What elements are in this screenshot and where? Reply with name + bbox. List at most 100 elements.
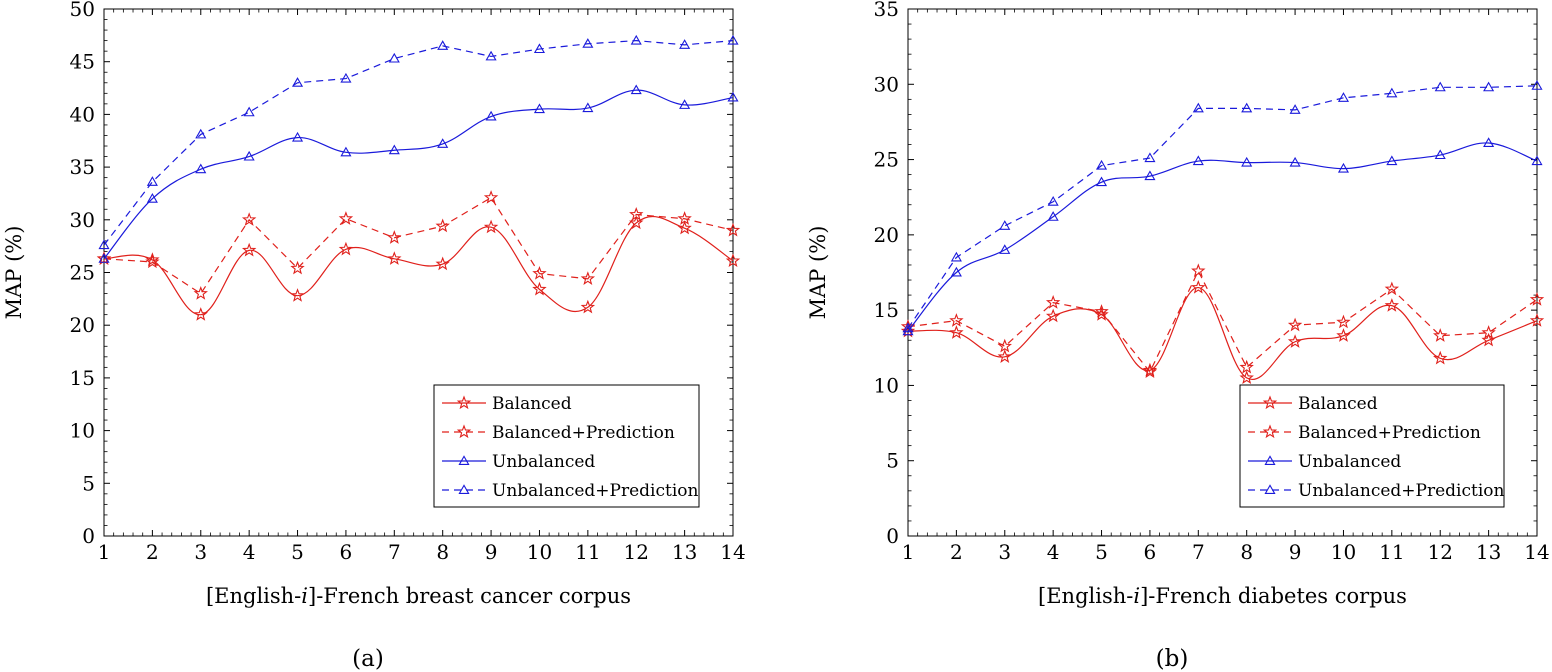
data-point-marker bbox=[290, 288, 305, 302]
legend-label: Unbalanced+Prediction bbox=[1298, 481, 1504, 501]
data-point-marker bbox=[949, 313, 964, 327]
x-tick-label: 10 bbox=[1331, 540, 1356, 564]
data-point-marker bbox=[582, 102, 594, 113]
y-tick-label: 20 bbox=[874, 223, 899, 247]
x-tick-label: 6 bbox=[340, 540, 353, 564]
data-point-marker bbox=[1241, 102, 1253, 113]
data-point-marker bbox=[435, 218, 450, 233]
legend-marker bbox=[456, 395, 472, 410]
data-point-marker bbox=[725, 222, 741, 237]
data-point-marker bbox=[533, 43, 546, 54]
data-point-marker bbox=[999, 244, 1011, 254]
legend-label: Unbalanced+Prediction bbox=[492, 481, 698, 501]
data-point-marker bbox=[387, 251, 402, 265]
x-tick-label: 14 bbox=[1524, 540, 1549, 564]
legend-box bbox=[433, 384, 700, 508]
data-point-marker bbox=[902, 322, 914, 333]
plot-frame bbox=[907, 8, 1538, 537]
data-point-marker bbox=[997, 338, 1012, 353]
data-point-marker bbox=[1289, 156, 1301, 167]
data-point-marker bbox=[1095, 159, 1108, 170]
series-line bbox=[907, 85, 1538, 329]
data-point-marker bbox=[1529, 292, 1545, 306]
y-tick-label: 30 bbox=[874, 72, 899, 96]
data-point-marker bbox=[1094, 307, 1109, 321]
y-tick-label: 10 bbox=[874, 373, 899, 397]
y-tick-label: 15 bbox=[874, 298, 899, 322]
data-point-marker bbox=[1287, 317, 1303, 332]
data-point-marker bbox=[1144, 170, 1156, 181]
legend-label: Unbalanced bbox=[1298, 452, 1401, 472]
data-point-marker bbox=[1336, 314, 1351, 329]
data-point-marker bbox=[630, 84, 642, 95]
data-point-marker bbox=[582, 38, 594, 48]
series-line bbox=[907, 142, 1538, 332]
data-point-marker bbox=[146, 176, 158, 186]
data-point-marker bbox=[1433, 328, 1448, 342]
data-point-marker bbox=[1384, 281, 1400, 296]
y-tick-label: 0 bbox=[82, 524, 95, 548]
x-tick-label: 6 bbox=[1144, 540, 1157, 564]
x-tick-label: 2 bbox=[950, 540, 963, 564]
x-tick-label: 8 bbox=[436, 540, 449, 564]
legend-marker bbox=[458, 455, 470, 466]
x-tick-label: 10 bbox=[527, 540, 552, 564]
data-point-marker bbox=[1386, 87, 1398, 98]
data-point-marker bbox=[195, 163, 207, 174]
data-point-marker bbox=[1386, 155, 1398, 166]
x-tick-label: 13 bbox=[672, 540, 697, 564]
data-point-marker bbox=[727, 91, 739, 102]
data-point-marker bbox=[679, 99, 691, 109]
data-point-marker bbox=[949, 325, 964, 339]
x-tick-label: 7 bbox=[388, 540, 401, 564]
data-point-marker bbox=[1191, 279, 1206, 294]
data-point-marker bbox=[98, 253, 110, 263]
x-tick-label: 7 bbox=[1192, 540, 1205, 564]
series-unbalanced bbox=[98, 84, 739, 263]
data-point-marker bbox=[1045, 308, 1061, 323]
data-point-marker bbox=[1094, 304, 1109, 318]
data-point-marker bbox=[1191, 263, 1206, 278]
y-axis-title: MAP (%) bbox=[2, 226, 26, 320]
panel-caption: (a) bbox=[352, 646, 384, 672]
x-tick-label: 12 bbox=[624, 540, 649, 564]
data-point-marker bbox=[1483, 137, 1495, 148]
series-balanced bbox=[900, 279, 1545, 385]
data-point-marker bbox=[902, 325, 914, 336]
data-point-marker bbox=[679, 39, 691, 49]
data-point-marker bbox=[1142, 362, 1158, 377]
data-point-marker bbox=[340, 72, 352, 83]
data-point-marker bbox=[997, 349, 1012, 363]
x-tick-label: 1 bbox=[902, 540, 915, 564]
data-point-marker bbox=[437, 138, 449, 148]
data-point-marker bbox=[1529, 313, 1545, 327]
x-tick-label: 14 bbox=[720, 540, 745, 564]
y-tick-label: 10 bbox=[70, 419, 95, 443]
legend-label: Balanced bbox=[1298, 394, 1378, 414]
data-point-marker bbox=[1047, 196, 1059, 206]
x-tick-label: 8 bbox=[1240, 540, 1253, 564]
data-point-marker bbox=[1239, 370, 1254, 385]
data-point-marker bbox=[1336, 328, 1351, 342]
legend-box bbox=[1239, 384, 1505, 508]
y-tick-label: 35 bbox=[874, 0, 899, 21]
y-tick-label: 50 bbox=[70, 0, 95, 21]
data-point-marker bbox=[1481, 325, 1496, 339]
data-point-marker bbox=[483, 219, 499, 234]
series-line bbox=[103, 89, 734, 260]
data-point-marker bbox=[1531, 155, 1543, 166]
data-point-marker bbox=[1047, 211, 1059, 221]
legend-label: Balanced+Prediction bbox=[492, 423, 675, 443]
series-line bbox=[907, 286, 1538, 381]
legend-label: Balanced+Prediction bbox=[1298, 423, 1481, 443]
data-point-marker bbox=[145, 254, 160, 269]
y-tick-label: 45 bbox=[70, 50, 95, 74]
data-point-marker bbox=[1192, 155, 1204, 166]
data-point-marker bbox=[1483, 81, 1495, 92]
series-unbalanced-prediction bbox=[902, 80, 1543, 333]
x-tick-label: 1 bbox=[98, 540, 111, 564]
data-point-marker bbox=[1045, 295, 1061, 309]
